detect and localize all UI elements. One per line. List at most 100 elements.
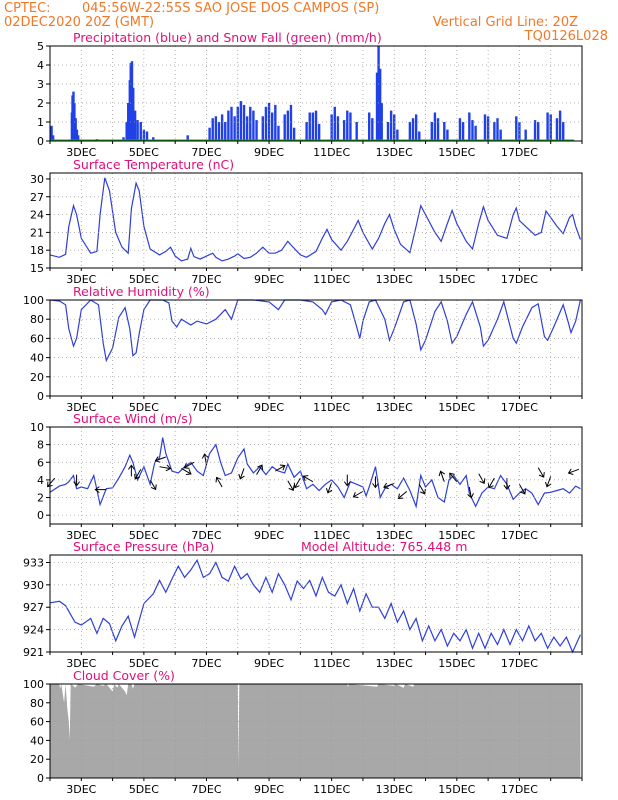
ytick-label-cloud-0: 0 bbox=[37, 772, 44, 785]
xtick-label-pres-5: 13DEC bbox=[376, 657, 413, 670]
precip-bar-29 bbox=[224, 122, 227, 141]
ytick-label-cloud-2: 40 bbox=[30, 734, 44, 747]
xtick-label-temp-5: 13DEC bbox=[376, 273, 413, 286]
wind-arrow-29 bbox=[487, 477, 495, 489]
ytick-label-temp-5: 30 bbox=[30, 173, 44, 186]
xtick-label-precip-1: 5DEC bbox=[129, 146, 159, 159]
xtick-label-rh-3: 9DEC bbox=[254, 401, 284, 414]
precip-bar-74 bbox=[414, 114, 418, 141]
panel-title-wind: Surface Wind (m/s) bbox=[73, 411, 193, 426]
xtick-label-precip-7: 17DEC bbox=[501, 146, 538, 159]
line-series-wind bbox=[49, 437, 581, 509]
panel-wind: Surface Wind (m/s) 0 2 4 6 8 10 3DEC 5DEC 7DEC 9DE… bbox=[30, 411, 583, 542]
wind-arrow-11 bbox=[215, 476, 223, 488]
ytick-label-pres-3: 930 bbox=[23, 579, 44, 592]
precip-bar-18 bbox=[136, 120, 139, 141]
precip-bar-28 bbox=[220, 114, 224, 141]
wind-arrow-22 bbox=[383, 482, 395, 490]
precip-bar-17 bbox=[133, 110, 137, 141]
precip-bar-62 bbox=[368, 112, 371, 141]
panel-precip: Precipitation (blue) and Snow Fall (gree… bbox=[37, 30, 583, 159]
precip-bar-10 bbox=[122, 137, 125, 141]
wind-arrow-9 bbox=[183, 461, 195, 469]
panel-rh: Relative Humidity (%) 0 20 40 60 80 100 3DEC 5DE… bbox=[23, 284, 583, 414]
xtick-label-wind-1: 5DEC bbox=[129, 529, 159, 542]
precip-bar-71 bbox=[396, 129, 399, 141]
wind-arrow-1 bbox=[73, 474, 80, 487]
panel-frame-pres bbox=[49, 554, 583, 653]
wind-arrow-26 bbox=[449, 472, 458, 482]
ytick-label-rh-4: 80 bbox=[30, 313, 44, 326]
xtick-label-pres-7: 17DEC bbox=[501, 657, 538, 670]
precip-bar-50 bbox=[305, 122, 308, 141]
ytick-label-rh-0: 0 bbox=[37, 390, 44, 403]
precip-bar-66 bbox=[378, 68, 382, 141]
xtick-label-precip-4: 11DEC bbox=[313, 146, 350, 159]
xtick-label-pres-2: 7DEC bbox=[191, 657, 221, 670]
precip-bar-80 bbox=[446, 129, 449, 141]
precip-bar-83 bbox=[468, 112, 471, 141]
ytick-label-precip-3: 3 bbox=[37, 78, 44, 91]
ytick-label-precip-1: 1 bbox=[37, 116, 44, 129]
xtick-label-cloud-0: 3DEC bbox=[66, 783, 96, 796]
xtick-label-pres-1: 5DEC bbox=[129, 657, 159, 670]
panel-title-temp: Surface Temperature (nC) bbox=[73, 157, 234, 172]
precip-bar-51 bbox=[308, 112, 311, 141]
ytick-label-wind-5: 10 bbox=[30, 421, 44, 434]
precip-bar-6 bbox=[74, 118, 77, 141]
header-location: 045:56W-22:55S SAO JOSE DOS CAMPOS (SP) bbox=[82, 1, 380, 16]
precip-bar-1 bbox=[51, 135, 55, 141]
xtick-label-precip-2: 7DEC bbox=[191, 146, 221, 159]
ytick-label-wind-0: 0 bbox=[37, 509, 44, 522]
xtick-label-wind-0: 3DEC bbox=[66, 529, 96, 542]
xtick-label-wind-3: 9DEC bbox=[254, 529, 284, 542]
precip-bar-11 bbox=[125, 122, 128, 141]
precip-bar-56 bbox=[333, 106, 336, 141]
panel-title-cloud: Cloud Cover (%) bbox=[73, 668, 175, 683]
precip-bar-47 bbox=[286, 110, 290, 141]
wind-arrow-0 bbox=[47, 477, 56, 488]
xtick-label-rh-6: 15DEC bbox=[438, 401, 475, 414]
precip-bar-86 bbox=[483, 114, 487, 141]
xtick-label-rh-4: 11DEC bbox=[313, 401, 350, 414]
wind-arrow-18 bbox=[325, 482, 333, 494]
xtick-label-cloud-5: 13DEC bbox=[376, 783, 413, 796]
wind-arrow-3 bbox=[127, 464, 135, 477]
precip-bar-21 bbox=[145, 131, 149, 141]
panel-pres: Surface Pressure (hPa) Model Altitude: 76… bbox=[23, 539, 583, 670]
xtick-label-rh-2: 7DEC bbox=[191, 401, 221, 414]
wind-arrow-13 bbox=[256, 464, 264, 475]
xtick-label-wind-2: 7DEC bbox=[191, 529, 221, 542]
precip-bar-7 bbox=[75, 129, 79, 141]
xtick-label-cloud-2: 7DEC bbox=[191, 783, 221, 796]
precip-bar-24 bbox=[208, 127, 211, 141]
xtick-label-wind-4: 11DEC bbox=[313, 529, 350, 542]
ytick-label-temp-0: 15 bbox=[30, 262, 44, 275]
ytick-label-pres-4: 933 bbox=[23, 556, 44, 569]
xtick-label-rh-7: 17DEC bbox=[501, 401, 538, 414]
header-date: 02DEC2020 20Z (GMT) bbox=[4, 15, 155, 30]
wind-arrow-7 bbox=[154, 456, 166, 463]
precip-bar-14 bbox=[129, 63, 132, 141]
precip-bar-58 bbox=[342, 120, 346, 141]
ytick-label-rh-2: 40 bbox=[30, 352, 44, 365]
precip-bar-70 bbox=[393, 114, 396, 141]
precip-bar-34 bbox=[239, 101, 243, 141]
precip-bar-39 bbox=[255, 120, 258, 141]
precip-bar-75 bbox=[418, 131, 421, 141]
xtick-label-cloud-7: 17DEC bbox=[501, 783, 538, 796]
ytick-label-wind-1: 2 bbox=[37, 492, 44, 505]
ytick-label-temp-4: 27 bbox=[30, 191, 44, 204]
wind-arrow-15 bbox=[287, 480, 295, 492]
precip-bar-31 bbox=[230, 106, 233, 141]
ytick-label-precip-4: 4 bbox=[37, 59, 44, 72]
panel-frame-temp bbox=[49, 172, 583, 269]
precip-bar-27 bbox=[217, 122, 221, 141]
ytick-label-cloud-5: 100 bbox=[23, 678, 44, 691]
ytick-label-cloud-3: 60 bbox=[30, 716, 44, 729]
xtick-label-temp-4: 11DEC bbox=[313, 273, 350, 286]
xtick-label-temp-2: 7DEC bbox=[191, 273, 221, 286]
panel-title-precip: Precipitation (blue) and Snow Fall (gree… bbox=[73, 30, 382, 45]
wind-arrow-27 bbox=[467, 486, 474, 499]
